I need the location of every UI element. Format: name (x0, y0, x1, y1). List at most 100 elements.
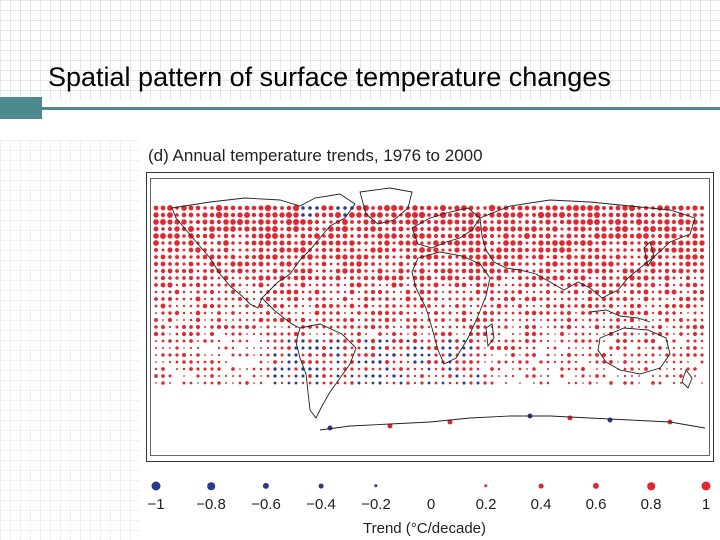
trend-dot (155, 382, 157, 384)
trend-dot (574, 360, 578, 364)
trend-dot (651, 220, 655, 224)
trend-dot (286, 233, 292, 239)
trend-dot (595, 283, 599, 287)
trend-dot (532, 262, 536, 266)
trend-dot (329, 325, 333, 329)
trend-dot (601, 233, 607, 239)
trend-dot (322, 227, 326, 231)
trend-dot (658, 297, 662, 301)
trend-dot (616, 248, 620, 252)
trend-dot (350, 381, 354, 385)
trend-dot (518, 339, 522, 343)
trend-dot (468, 275, 474, 281)
trend-dot (329, 374, 333, 378)
trend-dot (160, 275, 166, 281)
trend-dot (636, 268, 642, 274)
trend-dot (210, 311, 214, 315)
trend-dot (546, 283, 550, 287)
trend-dot (441, 374, 445, 378)
trend-dot (419, 275, 425, 281)
trend-dot (651, 297, 655, 301)
trend-dot (309, 333, 311, 335)
legend-tick-label: 0.4 (530, 496, 552, 513)
trend-dot (245, 276, 249, 280)
trend-dot (182, 318, 186, 322)
coast-greenland (359, 187, 413, 225)
trend-dot (265, 240, 271, 246)
trend-dot (349, 317, 355, 323)
trend-dot (322, 290, 326, 294)
trend-dot (440, 331, 446, 337)
trend-dot (692, 254, 698, 260)
trend-dot (700, 276, 704, 280)
trend-dot (552, 205, 558, 211)
trend-dot (301, 311, 305, 315)
trend-dot (560, 283, 564, 287)
trend-dot (475, 226, 481, 232)
trend-dot (405, 219, 411, 225)
trend-dot (699, 289, 705, 295)
trend-dot (196, 227, 200, 231)
trend-dot (230, 282, 236, 288)
trend-dot (343, 353, 347, 357)
trend-dot (650, 282, 656, 288)
trend-dot (427, 339, 431, 343)
trend-dot (357, 360, 361, 364)
trend-dot (545, 226, 551, 232)
trend-dot (546, 353, 550, 357)
trend-dot (301, 332, 305, 336)
coast-north-america (171, 193, 356, 309)
trend-dot (175, 339, 179, 343)
trend-dot (308, 297, 312, 301)
trend-dot (392, 304, 396, 308)
trend-dot (244, 219, 250, 225)
trend-dot (210, 206, 214, 210)
trend-dot (497, 234, 501, 238)
trend-dot (419, 303, 425, 309)
trend-dot (560, 353, 564, 357)
trend-dot (581, 339, 585, 343)
trend-dot (406, 360, 410, 364)
trend-dot (300, 219, 306, 225)
trend-dot (265, 296, 271, 302)
trend-dot (622, 219, 628, 225)
trend-dot (538, 247, 544, 253)
trend-dot (433, 254, 439, 260)
trend-dot (575, 312, 577, 314)
trend-dot (546, 276, 550, 280)
trend-dot (181, 331, 187, 337)
trend-dot (231, 276, 235, 280)
trend-dot (469, 297, 473, 301)
trend-dot (553, 269, 557, 273)
trend-dot (559, 240, 565, 246)
trend-dot (189, 255, 193, 259)
trend-dot (364, 346, 368, 350)
trend-dot (637, 311, 641, 315)
trend-dot (588, 318, 592, 322)
trend-dot (637, 227, 641, 231)
trend-dot (630, 325, 634, 329)
trend-dot (608, 212, 614, 218)
trend-dot (546, 311, 550, 315)
coast-africa (411, 251, 491, 365)
side-grid-background (0, 140, 140, 540)
trend-dot (629, 268, 635, 274)
trend-dot (454, 219, 460, 225)
trend-dot (203, 297, 207, 301)
trend-dot (490, 290, 494, 294)
trend-dot (685, 205, 691, 211)
trend-dot (280, 220, 284, 224)
trend-dot (350, 234, 354, 238)
trend-dot (490, 367, 494, 371)
trend-dot (251, 212, 257, 218)
trend-dot (182, 297, 186, 301)
trend-dot (475, 233, 481, 239)
trend-dot (217, 304, 221, 308)
trend-dot (232, 319, 234, 321)
trend-dot (343, 374, 347, 378)
trend-dot (426, 205, 432, 211)
trend-dot (238, 297, 242, 301)
trend-dot (364, 241, 368, 245)
trend-dot (202, 303, 208, 309)
map-inner-frame (150, 178, 710, 456)
